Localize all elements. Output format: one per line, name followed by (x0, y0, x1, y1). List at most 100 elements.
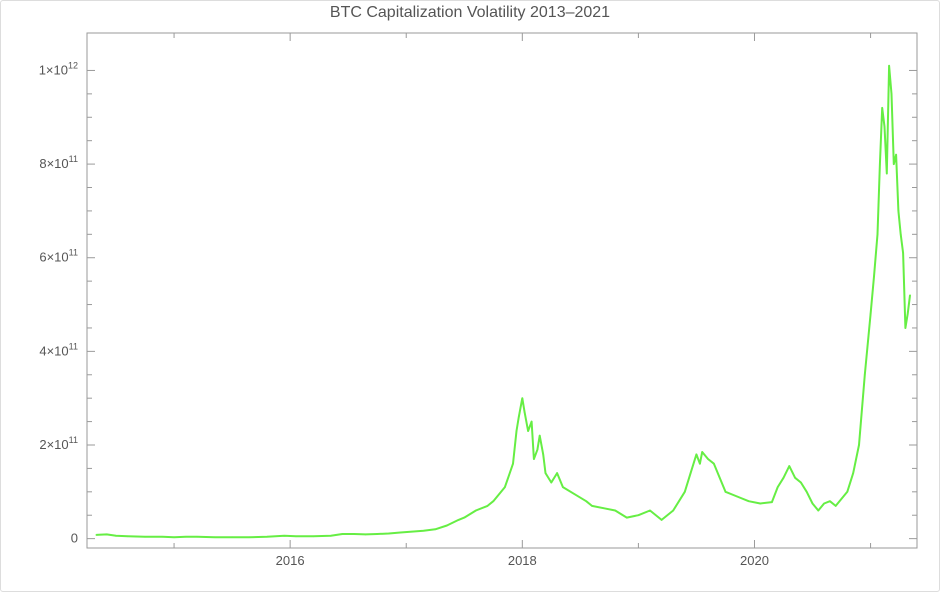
data-point (883, 125, 886, 128)
data-point (736, 495, 738, 498)
data-point (388, 532, 390, 535)
data-point (184, 535, 187, 538)
data-point (515, 430, 518, 432)
data-point (538, 434, 541, 437)
data-point (800, 481, 802, 484)
data-point (892, 163, 895, 165)
data-point (829, 500, 831, 502)
y-tick-exponent: 11 (69, 154, 78, 164)
data-point (518, 416, 520, 418)
data-point (591, 505, 593, 507)
data-point (105, 533, 108, 536)
y-tick-exponent: 11 (69, 435, 78, 445)
data-point (879, 163, 881, 165)
data-point (869, 313, 872, 315)
data-point (817, 509, 820, 512)
data-point (434, 528, 437, 531)
y-tick-label: 4×1011 (39, 341, 78, 358)
y-tick-mantissa: 0 (71, 531, 78, 546)
x-tick-label: 2018 (508, 553, 537, 568)
data-point (562, 486, 564, 488)
data-point (463, 516, 466, 519)
data-point (376, 533, 379, 535)
data-point (231, 536, 233, 539)
data-point (876, 233, 879, 236)
data-point (823, 502, 825, 505)
data-point (713, 462, 715, 465)
data-point (329, 535, 332, 537)
data-point (689, 472, 692, 474)
data-point (881, 107, 883, 109)
data-point (399, 531, 402, 534)
data-point (776, 486, 779, 488)
data-point (521, 397, 524, 399)
data-point (637, 514, 640, 517)
data-point (771, 501, 773, 503)
y-tick-label: 2×1011 (39, 435, 78, 452)
data-point (897, 210, 900, 212)
axis-ticks (87, 33, 917, 548)
data-point (718, 476, 721, 479)
data-point (95, 534, 98, 536)
data-point (486, 505, 489, 507)
data-point (341, 533, 344, 535)
data-point (492, 500, 495, 502)
data-point (542, 453, 545, 456)
data-point (625, 516, 628, 519)
data-point (353, 533, 355, 535)
data-point (504, 486, 506, 488)
data-point (602, 507, 605, 510)
data-point (886, 172, 888, 175)
data-point (724, 491, 727, 493)
data-point (890, 93, 893, 95)
data-point (759, 502, 762, 505)
data-point (672, 509, 675, 512)
data-point (523, 411, 526, 414)
data-point (873, 275, 875, 278)
y-tick-label: 8×1011 (39, 154, 78, 171)
data-point (196, 535, 199, 538)
data-point (684, 491, 686, 493)
data-point (573, 493, 576, 495)
data-point (248, 536, 251, 539)
y-tick-mantissa: 4×10 (39, 343, 68, 358)
data-point (858, 444, 860, 446)
series-group (95, 64, 911, 539)
data-point (161, 535, 164, 538)
data-point (699, 462, 701, 465)
data-point (788, 465, 791, 467)
data-point (614, 509, 616, 512)
data-point (126, 535, 129, 538)
data-point (649, 509, 651, 512)
x-tick-label: 2016 (276, 553, 305, 568)
y-tick-mantissa: 6×10 (39, 250, 68, 265)
data-point (144, 535, 146, 538)
y-tick-exponent: 12 (68, 60, 78, 70)
data-point (550, 481, 553, 484)
data-point (834, 505, 837, 507)
data-point (906, 313, 909, 315)
data-point (888, 64, 890, 67)
y-tick-label: 6×1011 (39, 248, 78, 265)
data-point (536, 448, 539, 451)
data-point (899, 233, 902, 236)
data-point (909, 294, 911, 296)
axis-tick-labels: 2016 2018 202002×10114×10116×10118×10111×1… (39, 60, 769, 568)
data-point (904, 327, 907, 329)
data-point (457, 519, 460, 521)
data-point (707, 458, 709, 460)
data-point (411, 530, 413, 533)
data-point (527, 430, 529, 432)
data-point (295, 535, 297, 538)
data-point (266, 535, 268, 538)
chart-title: BTC Capitalization Volatility 2013–2021 (329, 4, 611, 21)
y-tick-exponent: 11 (69, 341, 78, 351)
data-point (695, 453, 698, 456)
data-point (446, 524, 448, 527)
x-tick-label: 2020 (740, 553, 769, 568)
plot-area (86, 32, 918, 549)
data-point (512, 462, 514, 465)
data-point (794, 476, 796, 479)
